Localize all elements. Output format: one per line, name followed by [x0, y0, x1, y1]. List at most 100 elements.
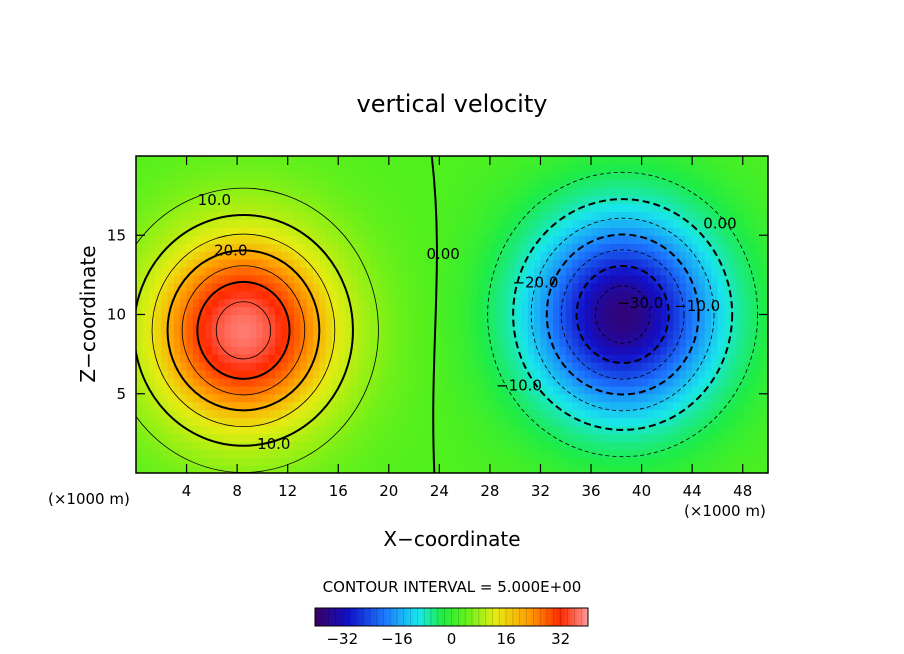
- heatmap-cell: [534, 203, 542, 213]
- heatmap-cell: [319, 243, 327, 252]
- heatmap-cell: [433, 179, 440, 189]
- heatmap-cell: [218, 433, 226, 442]
- heatmap-cell: [591, 156, 598, 165]
- heatmap-cell: [666, 457, 674, 466]
- heatmap-cell: [749, 203, 756, 213]
- heatmap-cell: [508, 195, 516, 205]
- heatmap-cell: [654, 346, 662, 355]
- heatmap-cell: [673, 163, 681, 173]
- heatmap-cell: [584, 274, 592, 284]
- heatmap-cell: [698, 425, 706, 434]
- heatmap-cell: [483, 314, 491, 324]
- heatmap-cell: [692, 362, 700, 371]
- heatmap-cell: [508, 457, 516, 466]
- heatmap-cell: [211, 171, 219, 181]
- heatmap-cell: [275, 409, 282, 419]
- heatmap-cell: [350, 314, 358, 324]
- heatmap-cell: [483, 457, 491, 466]
- heatmap-cell: [237, 274, 245, 284]
- heatmap-cell: [414, 290, 421, 300]
- heatmap-cell: [685, 179, 693, 189]
- heatmap-cell: [433, 465, 440, 473]
- heatmap-cell: [211, 441, 219, 450]
- heatmap-cell: [218, 219, 226, 228]
- heatmap-cell: [521, 243, 529, 252]
- heatmap-cell: [230, 425, 238, 434]
- heatmap-cell: [319, 266, 327, 276]
- heatmap-cell: [755, 465, 763, 473]
- heatmap-cell: [502, 274, 510, 284]
- heatmap-cell: [527, 457, 535, 466]
- heatmap-cell: [534, 417, 542, 427]
- heatmap-cell: [167, 417, 175, 427]
- heatmap-cell: [180, 251, 188, 260]
- heatmap-cell: [515, 298, 523, 308]
- heatmap-cell: [376, 227, 384, 236]
- heatmap-cell: [230, 290, 238, 300]
- heatmap-cell: [281, 203, 289, 213]
- heatmap-cell: [363, 243, 371, 252]
- heatmap-cell: [458, 409, 466, 419]
- heatmap-cell: [350, 290, 358, 300]
- heatmap-cell: [717, 298, 725, 308]
- heatmap-cell: [477, 156, 485, 165]
- heatmap-cell: [287, 290, 295, 300]
- heatmap-cell: [363, 393, 371, 403]
- heatmap-cell: [755, 306, 763, 316]
- heatmap-cell: [704, 282, 712, 292]
- heatmap-cell: [572, 298, 579, 308]
- heatmap-cell: [483, 330, 491, 339]
- heatmap-cell: [470, 433, 478, 442]
- heatmap-cell: [654, 377, 662, 387]
- heatmap-cell: [224, 259, 232, 268]
- heatmap-cell: [704, 465, 712, 473]
- x-tick-label: 12: [278, 482, 297, 500]
- heatmap-cell: [742, 330, 750, 339]
- heatmap-cell: [723, 338, 731, 347]
- heatmap-cell: [331, 282, 339, 292]
- heatmap-cell: [654, 409, 662, 419]
- heatmap-cell: [136, 433, 143, 442]
- heatmap-cell: [578, 338, 586, 347]
- heatmap-cells: [136, 156, 768, 473]
- heatmap-cell: [281, 441, 289, 450]
- heatmap-cell: [628, 163, 636, 173]
- heatmap-cell: [445, 401, 453, 411]
- heatmap-cell: [167, 195, 175, 205]
- heatmap-cell: [414, 393, 421, 403]
- heatmap-cell: [521, 425, 529, 434]
- heatmap-cell: [628, 306, 636, 316]
- heatmap-cell: [635, 171, 643, 181]
- heatmap-cell: [679, 330, 687, 339]
- heatmap-cell: [230, 243, 238, 252]
- heatmap-cell: [730, 346, 737, 355]
- heatmap-cell: [464, 338, 472, 347]
- x-tick-label: 16: [329, 482, 348, 500]
- heatmap-cell: [521, 409, 529, 419]
- heatmap-cell: [711, 441, 719, 450]
- heatmap-cell: [382, 401, 390, 411]
- heatmap-cell: [426, 219, 434, 228]
- heatmap-cell: [685, 433, 693, 442]
- heatmap-cell: [761, 251, 768, 260]
- heatmap-cell: [546, 171, 554, 181]
- heatmap-cell: [654, 330, 662, 339]
- heatmap-cell: [401, 274, 409, 284]
- heatmap-cell: [597, 243, 605, 252]
- heatmap-cell: [294, 401, 301, 411]
- heatmap-cell: [275, 306, 282, 316]
- heatmap-cell: [578, 346, 586, 355]
- heatmap-cell: [243, 306, 251, 316]
- heatmap-cell: [565, 449, 573, 458]
- heatmap-cell: [275, 156, 282, 165]
- heatmap-cell: [154, 274, 162, 284]
- heatmap-cell: [483, 163, 491, 173]
- heatmap-cell: [755, 401, 763, 411]
- heatmap-cell: [641, 251, 649, 260]
- heatmap-cell: [369, 306, 377, 316]
- heatmap-cell: [458, 465, 466, 473]
- heatmap-cell: [578, 235, 586, 244]
- heatmap-cell: [192, 409, 200, 419]
- heatmap-cell: [496, 251, 504, 260]
- heatmap-cell: [470, 274, 478, 284]
